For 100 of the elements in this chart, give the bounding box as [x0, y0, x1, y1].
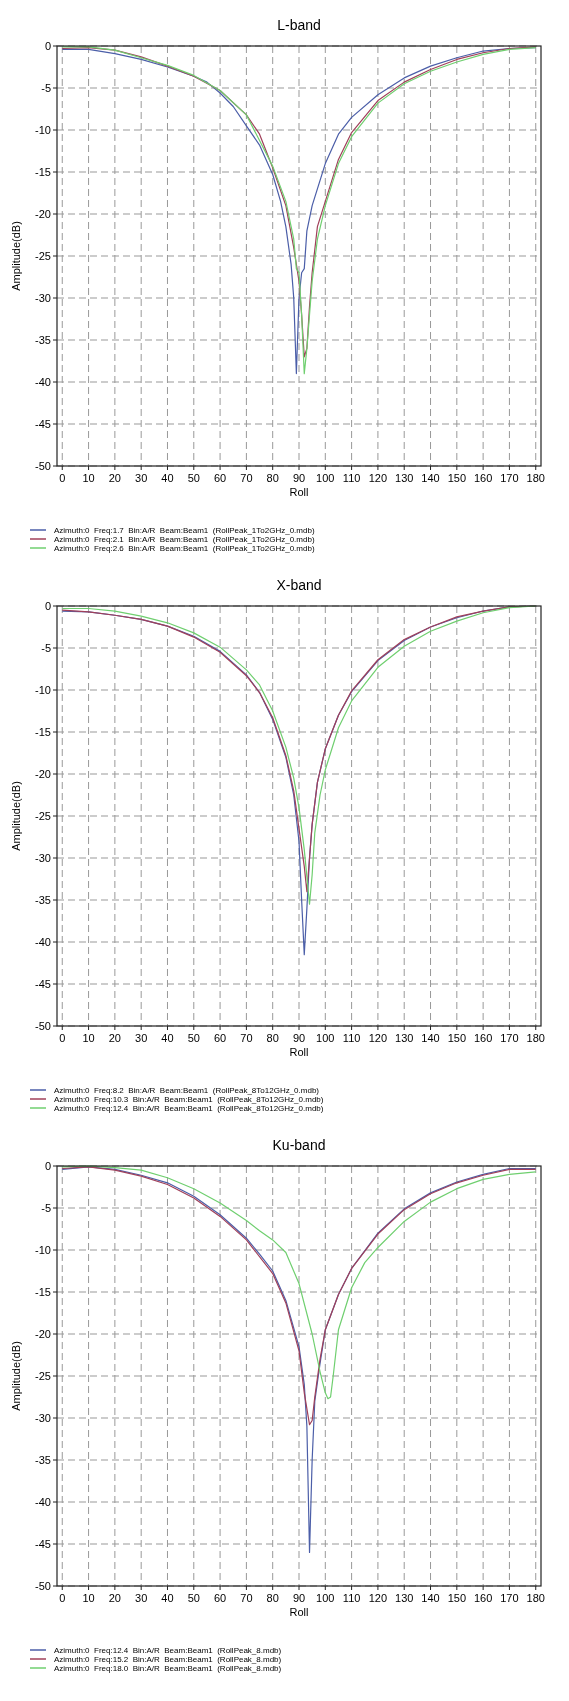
x-tick-label: 180 — [526, 1032, 545, 1044]
x-tick-label: 100 — [316, 472, 335, 484]
x-tick-label: 140 — [421, 1032, 440, 1044]
chart-title: L-band — [277, 17, 321, 33]
y-tick-label: -40 — [35, 936, 51, 948]
y-tick-label: 0 — [44, 1160, 51, 1172]
x-tick-label: 20 — [108, 1592, 121, 1604]
y-tick-label: -5 — [41, 82, 51, 94]
y-tick-label: -50 — [35, 1580, 51, 1592]
x-tick-label: 150 — [447, 1592, 467, 1604]
legend-label: Azimuth:0 Freq:2.1 Bin:A/R Beam:Beam1 (RollPeak_1To2GHz_0.mdb) — [54, 535, 315, 544]
x-tick-label: 110 — [342, 1032, 361, 1044]
y-axis-title: Amplitude(dB) — [10, 781, 22, 851]
y-tick-label: -25 — [35, 1370, 51, 1382]
x-tick-label: 120 — [368, 472, 388, 484]
chart-title: Ku-band — [272, 1137, 326, 1153]
y-axis-title: Amplitude(dB) — [10, 1341, 22, 1411]
x-tick-label: 130 — [395, 1592, 414, 1604]
x-tick-label: 120 — [368, 1032, 388, 1044]
y-tick-label: -40 — [35, 376, 51, 388]
y-tick-label: -35 — [35, 1454, 51, 1466]
y-tick-label: -50 — [35, 460, 51, 472]
x-tick-label: 180 — [526, 472, 545, 484]
y-axis-title: Amplitude(dB) — [10, 221, 22, 291]
x-tick-label: 30 — [135, 1592, 148, 1604]
x-tick-label: 0 — [59, 1032, 66, 1044]
y-tick-label: -20 — [35, 208, 51, 220]
x-tick-label: 170 — [500, 472, 519, 484]
x-tick-label: 40 — [161, 1592, 174, 1604]
y-tick-label: -35 — [35, 894, 51, 906]
x-tick-label: 0 — [59, 472, 66, 484]
x-tick-label: 130 — [395, 472, 414, 484]
x-tick-label: 20 — [108, 1032, 121, 1044]
x-tick-label: 150 — [447, 1032, 467, 1044]
x-tick-label: 90 — [292, 472, 306, 484]
x-tick-label: 90 — [292, 1592, 306, 1604]
x-tick-label: 10 — [82, 1032, 95, 1044]
y-tick-label: -10 — [35, 124, 51, 136]
x-tick-label: 50 — [187, 1032, 200, 1044]
y-tick-label: -15 — [35, 166, 51, 178]
x-tick-label: 80 — [266, 1592, 279, 1604]
y-tick-label: -10 — [35, 684, 51, 696]
x-axis-title: Roll — [289, 486, 309, 498]
y-tick-label: -25 — [35, 810, 51, 822]
x-tick-label: 50 — [187, 1592, 200, 1604]
x-tick-label: 150 — [447, 472, 467, 484]
y-tick-label: -15 — [35, 726, 51, 738]
legend-label: Azimuth:0 Freq:12.4 Bin:A/R Beam:Beam1 (RollPeak_8.mdb) — [54, 1646, 282, 1655]
legend-label: Azimuth:0 Freq:2.6 Bin:A/R Beam:Beam1 (RollPeak_1To2GHz_0.mdb) — [54, 544, 315, 553]
y-tick-label: -25 — [35, 250, 51, 262]
legend-label: Azimuth:0 Freq:10.3 Bin:A/R Beam:Beam1 (RollPeak_8To12GHz_0.mdb) — [54, 1095, 324, 1104]
y-tick-label: -5 — [41, 642, 51, 654]
x-axis-title: Roll — [289, 1046, 309, 1058]
x-tick-label: 30 — [135, 1032, 148, 1044]
x-tick-label: 10 — [82, 1592, 95, 1604]
x-tick-label: 30 — [135, 472, 148, 484]
legend-label: Azimuth:0 Freq:12.4 Bin:A/R Beam:Beam1 (RollPeak_8To12GHz_0.mdb) — [54, 1104, 324, 1113]
x-tick-label: 160 — [473, 472, 493, 484]
x-tick-label: 60 — [213, 1032, 227, 1044]
x-tick-label: 10 — [82, 472, 95, 484]
chart-title: X-band — [276, 577, 322, 593]
x-tick-label: 40 — [161, 472, 174, 484]
x-tick-label: 100 — [316, 1032, 335, 1044]
y-tick-label: 0 — [44, 600, 51, 612]
y-tick-label: -15 — [35, 1286, 51, 1298]
x-tick-label: 110 — [342, 472, 361, 484]
x-tick-label: 70 — [240, 1032, 253, 1044]
x-tick-label: 110 — [342, 1592, 361, 1604]
x-tick-label: 0 — [59, 1592, 66, 1604]
legend-label: Azimuth:0 Freq:1.7 Bin:A/R Beam:Beam1 (RollPeak_1To2GHz_0.mdb) — [54, 526, 315, 535]
x-tick-label: 100 — [316, 1592, 335, 1604]
y-tick-label: -30 — [35, 292, 51, 304]
y-tick-label: -45 — [35, 978, 51, 990]
x-tick-label: 70 — [240, 472, 253, 484]
legend-label: Azimuth:0 Freq:15.2 Bin:A/R Beam:Beam1 (RollPeak_8.mdb) — [54, 1655, 282, 1664]
x-tick-label: 160 — [473, 1592, 493, 1604]
x-tick-label: 80 — [266, 1032, 279, 1044]
y-tick-label: -30 — [35, 852, 51, 864]
x-tick-label: 90 — [292, 1032, 306, 1044]
legend-label: Azimuth:0 Freq:18.0 Bin:A/R Beam:Beam1 (RollPeak_8.mdb) — [54, 1664, 282, 1673]
y-tick-label: -30 — [35, 1412, 51, 1424]
y-tick-label: -40 — [35, 1496, 51, 1508]
x-tick-label: 120 — [368, 1592, 388, 1604]
x-axis-title: Roll — [289, 1606, 309, 1618]
line-series — [61, 1166, 537, 1553]
y-tick-label: -10 — [35, 1244, 51, 1256]
x-tick-label: 70 — [240, 1592, 253, 1604]
y-tick-label: -45 — [35, 418, 51, 430]
y-tick-label: 0 — [44, 40, 51, 52]
x-tick-label: 170 — [500, 1592, 519, 1604]
y-tick-label: -20 — [35, 768, 51, 780]
x-tick-label: 170 — [500, 1032, 519, 1044]
x-tick-label: 180 — [526, 1592, 545, 1604]
x-tick-label: 80 — [266, 472, 279, 484]
x-tick-label: 140 — [421, 1592, 440, 1604]
legend-label: Azimuth:0 Freq:8.2 Bin:A/R Beam:Beam1 (RollPeak_8To12GHz_0.mdb) — [54, 1086, 320, 1095]
x-tick-label: 50 — [187, 472, 200, 484]
y-tick-label: -45 — [35, 1538, 51, 1550]
x-tick-label: 60 — [213, 472, 227, 484]
x-tick-label: 40 — [161, 1032, 174, 1044]
